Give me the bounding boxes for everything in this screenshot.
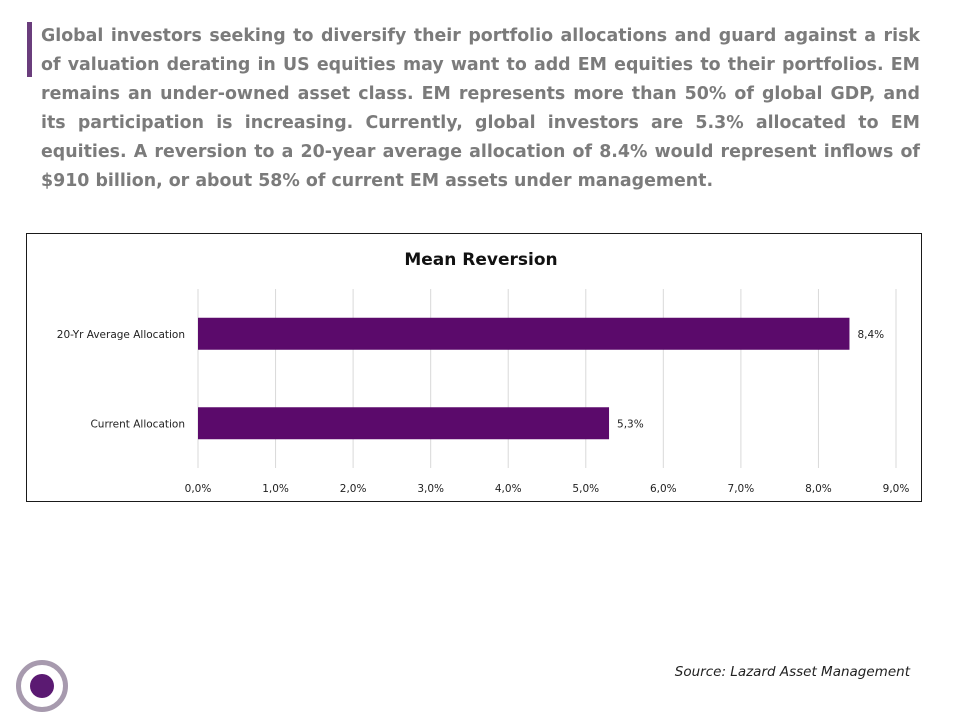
category-label: 20-Yr Average Allocation xyxy=(57,329,185,341)
source-note: Source: Lazard Asset Management xyxy=(674,664,910,680)
bar xyxy=(198,407,610,440)
chart-container: Mean Reversion 0,0% 1,0% 2,0% 3,0% 4,0% 5,0% 6… xyxy=(26,233,922,502)
logo-core xyxy=(30,674,54,698)
intro-paragraph: Global investors seeking to diversify th… xyxy=(41,26,920,191)
mean-reversion-chart: Mean Reversion 0,0% 1,0% 2,0% 3,0% 4,0% 5,0% 6… xyxy=(57,250,910,495)
x-tick-label: 6,0% xyxy=(650,483,677,495)
x-tick-label: 7,0% xyxy=(728,483,755,495)
data-label: 5,3% xyxy=(617,418,644,430)
x-tick-label: 8,0% xyxy=(805,483,832,495)
x-tick-label: 3,0% xyxy=(417,483,444,495)
x-tick-label: 4,0% xyxy=(495,483,522,495)
x-tick-label: 0,0% xyxy=(185,483,212,495)
logo-icon xyxy=(16,660,68,712)
x-tick-label: 1,0% xyxy=(262,483,289,495)
accent-bar xyxy=(27,22,32,77)
data-label: 8,4% xyxy=(857,329,884,341)
x-tick-label: 2,0% xyxy=(340,483,367,495)
category-label: Current Allocation xyxy=(90,418,185,430)
x-tick-label: 9,0% xyxy=(883,483,910,495)
x-tick-label: 5,0% xyxy=(572,483,599,495)
chart-title: Mean Reversion xyxy=(404,250,557,270)
bar xyxy=(198,317,850,350)
